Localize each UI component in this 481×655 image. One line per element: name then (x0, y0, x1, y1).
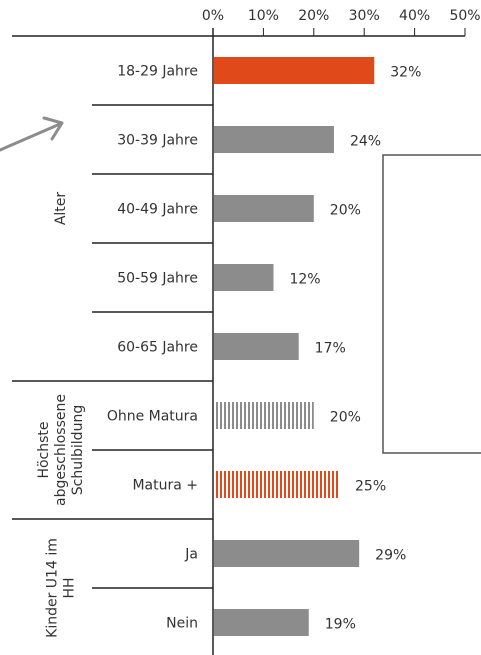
bar (214, 57, 375, 84)
category-label: Matura + (132, 478, 198, 494)
arrow-icon (42, 116, 64, 141)
group-label: Höchste abgeschlossene Schulbildung (36, 394, 86, 506)
bars: 18-29 Jahre 32% 30-39 Jahre 24% 40-49 Jahre 2… (107, 57, 421, 636)
bracket-frame (382, 154, 481, 454)
x-tick-label: 20% (298, 8, 329, 24)
category-label: 40-49 Jahre (117, 202, 198, 218)
data-label: 20% (330, 203, 361, 219)
group-label: Kinder U14 im HH (45, 538, 78, 638)
group-label-line: Höchste (36, 421, 52, 478)
decorations (0, 116, 481, 454)
bar (214, 333, 299, 360)
group-label-line: Schulbildung (70, 405, 86, 495)
group-labels: Alter Höchste abgeschlossene Schulbildung Ki… (36, 192, 86, 638)
category-label: 30-39 Jahre (117, 133, 198, 149)
row-dividers (12, 104, 213, 589)
group-label: Alter (53, 192, 69, 226)
bar (214, 540, 360, 567)
category-label: 50-59 Jahre (117, 271, 198, 287)
group-label-line: abgeschlossene (53, 394, 69, 506)
x-tick-label: 30% (349, 8, 380, 24)
category-label: Ja (184, 547, 198, 563)
category-label: Nein (166, 616, 198, 632)
group-label-line: Kinder U14 im (45, 538, 61, 638)
category-label: 60-65 Jahre (117, 340, 198, 356)
data-label: 25% (355, 479, 386, 495)
group-label-line: Alter (53, 192, 69, 226)
category-label: 18-29 Jahre (117, 64, 198, 80)
x-tick-label: 40% (399, 8, 430, 24)
bar (214, 402, 314, 429)
bar (214, 195, 314, 222)
bar (214, 264, 274, 291)
x-tick-label: 10% (248, 8, 279, 24)
data-label: 12% (289, 272, 320, 288)
data-label: 29% (375, 548, 406, 564)
bar (214, 609, 309, 636)
data-label: 24% (350, 134, 381, 150)
arrow-shaft (0, 122, 62, 152)
x-axis: 0% 10% 20% 30% 40% 50% (12, 8, 481, 655)
bar (214, 471, 339, 498)
group-label-line: HH (62, 577, 78, 598)
data-label: 20% (330, 410, 361, 426)
x-tick-label: 50% (449, 8, 480, 24)
data-label: 17% (315, 341, 346, 357)
x-tick-label: 0% (202, 8, 224, 24)
data-label: 32% (390, 65, 421, 81)
category-label: Ohne Matura (107, 409, 198, 425)
data-label: 19% (325, 617, 356, 633)
bar (214, 126, 334, 153)
